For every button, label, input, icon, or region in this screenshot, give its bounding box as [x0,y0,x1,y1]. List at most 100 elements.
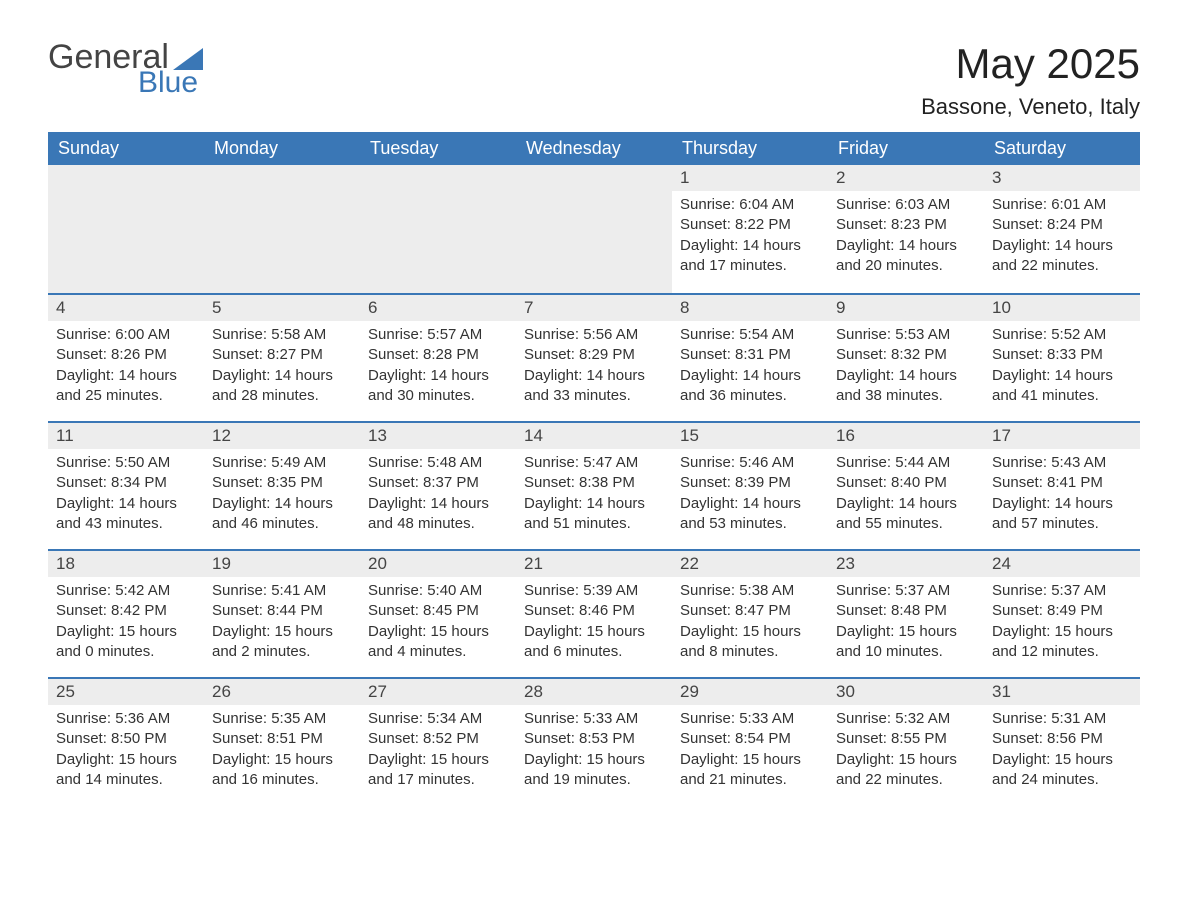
day-number: 28 [516,677,672,705]
day-number: 2 [828,165,984,191]
calendar-header-row: SundayMondayTuesdayWednesdayThursdayFrid… [48,132,1140,165]
day-details: Sunrise: 5:44 AMSunset: 8:40 PMDaylight:… [828,449,984,540]
day-number: 20 [360,549,516,577]
day-number: 16 [828,421,984,449]
day-number: 11 [48,421,204,449]
day-number: 31 [984,677,1140,705]
day-number: 25 [48,677,204,705]
day-details: Sunrise: 5:33 AMSunset: 8:53 PMDaylight:… [516,705,672,796]
calendar-cell: 22Sunrise: 5:38 AMSunset: 8:47 PMDayligh… [672,549,828,677]
day-number: 29 [672,677,828,705]
day-details: Sunrise: 5:49 AMSunset: 8:35 PMDaylight:… [204,449,360,540]
day-number: 14 [516,421,672,449]
calendar-cell: 31Sunrise: 5:31 AMSunset: 8:56 PMDayligh… [984,677,1140,805]
day-number: 10 [984,293,1140,321]
day-details: Sunrise: 5:31 AMSunset: 8:56 PMDaylight:… [984,705,1140,796]
day-number: 15 [672,421,828,449]
calendar-cell: 7Sunrise: 5:56 AMSunset: 8:29 PMDaylight… [516,293,672,421]
day-details: Sunrise: 5:58 AMSunset: 8:27 PMDaylight:… [204,321,360,412]
day-number: 26 [204,677,360,705]
day-details: Sunrise: 5:56 AMSunset: 8:29 PMDaylight:… [516,321,672,412]
calendar-cell [204,165,360,293]
day-details: Sunrise: 5:42 AMSunset: 8:42 PMDaylight:… [48,577,204,668]
day-number: 1 [672,165,828,191]
month-title: May 2025 [921,40,1140,88]
calendar-cell: 6Sunrise: 5:57 AMSunset: 8:28 PMDaylight… [360,293,516,421]
day-number: 5 [204,293,360,321]
day-details: Sunrise: 6:00 AMSunset: 8:26 PMDaylight:… [48,321,204,412]
day-details: Sunrise: 5:33 AMSunset: 8:54 PMDaylight:… [672,705,828,796]
calendar-cell: 17Sunrise: 5:43 AMSunset: 8:41 PMDayligh… [984,421,1140,549]
calendar-cell: 15Sunrise: 5:46 AMSunset: 8:39 PMDayligh… [672,421,828,549]
day-number: 19 [204,549,360,577]
header-bar: General Blue May 2025 Bassone, Veneto, I… [48,40,1140,120]
day-number: 12 [204,421,360,449]
day-number: 23 [828,549,984,577]
logo-text-blue: Blue [48,68,203,98]
day-number: 8 [672,293,828,321]
calendar-cell: 11Sunrise: 5:50 AMSunset: 8:34 PMDayligh… [48,421,204,549]
day-details: Sunrise: 5:48 AMSunset: 8:37 PMDaylight:… [360,449,516,540]
calendar-cell: 12Sunrise: 5:49 AMSunset: 8:35 PMDayligh… [204,421,360,549]
calendar-cell: 10Sunrise: 5:52 AMSunset: 8:33 PMDayligh… [984,293,1140,421]
day-details: Sunrise: 5:50 AMSunset: 8:34 PMDaylight:… [48,449,204,540]
day-number: 27 [360,677,516,705]
weekday-header: Wednesday [516,132,672,165]
weekday-header: Monday [204,132,360,165]
calendar-cell: 24Sunrise: 5:37 AMSunset: 8:49 PMDayligh… [984,549,1140,677]
calendar-cell: 13Sunrise: 5:48 AMSunset: 8:37 PMDayligh… [360,421,516,549]
day-details: Sunrise: 5:38 AMSunset: 8:47 PMDaylight:… [672,577,828,668]
day-details: Sunrise: 5:57 AMSunset: 8:28 PMDaylight:… [360,321,516,412]
day-number: 6 [360,293,516,321]
calendar-cell: 25Sunrise: 5:36 AMSunset: 8:50 PMDayligh… [48,677,204,805]
day-details: Sunrise: 5:37 AMSunset: 8:49 PMDaylight:… [984,577,1140,668]
calendar-cell [360,165,516,293]
day-details: Sunrise: 5:35 AMSunset: 8:51 PMDaylight:… [204,705,360,796]
day-number: 7 [516,293,672,321]
day-details: Sunrise: 5:46 AMSunset: 8:39 PMDaylight:… [672,449,828,540]
calendar-cell: 29Sunrise: 5:33 AMSunset: 8:54 PMDayligh… [672,677,828,805]
day-number: 13 [360,421,516,449]
day-details: Sunrise: 5:40 AMSunset: 8:45 PMDaylight:… [360,577,516,668]
day-details: Sunrise: 5:47 AMSunset: 8:38 PMDaylight:… [516,449,672,540]
calendar-cell [516,165,672,293]
calendar-cell: 27Sunrise: 5:34 AMSunset: 8:52 PMDayligh… [360,677,516,805]
day-details: Sunrise: 5:53 AMSunset: 8:32 PMDaylight:… [828,321,984,412]
location-text: Bassone, Veneto, Italy [921,94,1140,120]
calendar-cell: 8Sunrise: 5:54 AMSunset: 8:31 PMDaylight… [672,293,828,421]
calendar-cell [48,165,204,293]
day-number: 9 [828,293,984,321]
day-number: 4 [48,293,204,321]
day-number: 17 [984,421,1140,449]
calendar-cell: 4Sunrise: 6:00 AMSunset: 8:26 PMDaylight… [48,293,204,421]
calendar-cell: 18Sunrise: 5:42 AMSunset: 8:42 PMDayligh… [48,549,204,677]
weekday-header: Thursday [672,132,828,165]
calendar-cell: 23Sunrise: 5:37 AMSunset: 8:48 PMDayligh… [828,549,984,677]
title-block: May 2025 Bassone, Veneto, Italy [921,40,1140,120]
weekday-header: Saturday [984,132,1140,165]
day-details: Sunrise: 5:36 AMSunset: 8:50 PMDaylight:… [48,705,204,796]
day-number: 22 [672,549,828,577]
day-number: 3 [984,165,1140,191]
weekday-header: Tuesday [360,132,516,165]
day-details: Sunrise: 5:54 AMSunset: 8:31 PMDaylight:… [672,321,828,412]
calendar-table: SundayMondayTuesdayWednesdayThursdayFrid… [48,132,1140,805]
day-details: Sunrise: 5:37 AMSunset: 8:48 PMDaylight:… [828,577,984,668]
day-details: Sunrise: 5:39 AMSunset: 8:46 PMDaylight:… [516,577,672,668]
calendar-cell: 26Sunrise: 5:35 AMSunset: 8:51 PMDayligh… [204,677,360,805]
day-details: Sunrise: 5:32 AMSunset: 8:55 PMDaylight:… [828,705,984,796]
calendar-cell: 5Sunrise: 5:58 AMSunset: 8:27 PMDaylight… [204,293,360,421]
calendar-cell: 1Sunrise: 6:04 AMSunset: 8:22 PMDaylight… [672,165,828,293]
day-number: 30 [828,677,984,705]
weekday-header: Sunday [48,132,204,165]
calendar-cell: 2Sunrise: 6:03 AMSunset: 8:23 PMDaylight… [828,165,984,293]
calendar-cell: 14Sunrise: 5:47 AMSunset: 8:38 PMDayligh… [516,421,672,549]
calendar-cell: 16Sunrise: 5:44 AMSunset: 8:40 PMDayligh… [828,421,984,549]
day-number: 18 [48,549,204,577]
calendar-cell: 20Sunrise: 5:40 AMSunset: 8:45 PMDayligh… [360,549,516,677]
calendar-cell: 21Sunrise: 5:39 AMSunset: 8:46 PMDayligh… [516,549,672,677]
logo: General Blue [48,40,203,98]
day-number: 24 [984,549,1140,577]
weekday-header: Friday [828,132,984,165]
day-details: Sunrise: 5:43 AMSunset: 8:41 PMDaylight:… [984,449,1140,540]
